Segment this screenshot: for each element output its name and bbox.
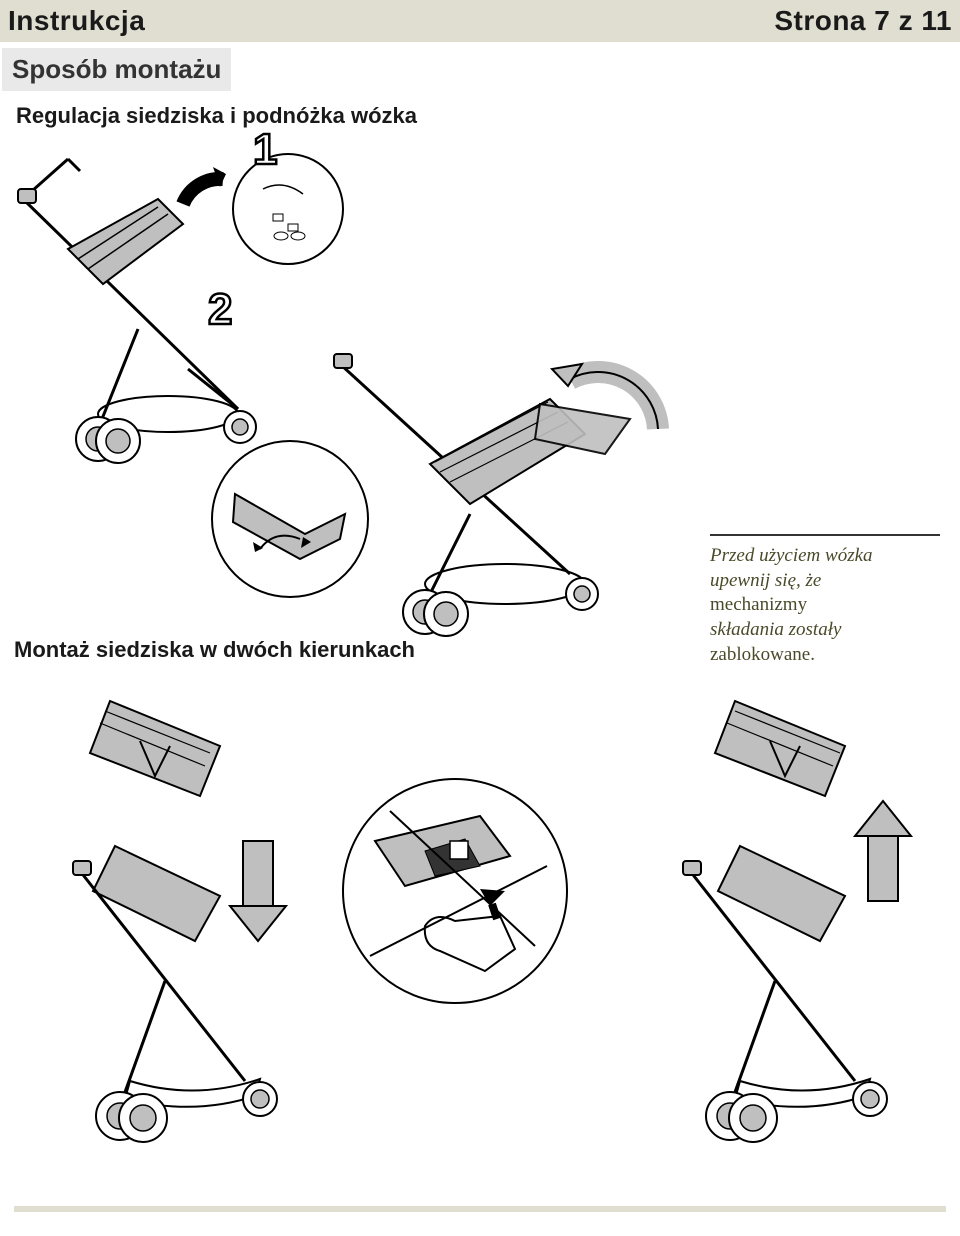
doc-title: Instrukcja xyxy=(8,5,145,37)
warning-line4: składania zostały xyxy=(710,618,940,643)
section1-heading: Regulacja siedziska i podnóżka wózka xyxy=(16,103,960,129)
warning-line2: upewnij się, że xyxy=(710,569,940,594)
header-bar: Instrukcja Strona 7 z 11 xyxy=(0,0,960,42)
stroller-diagram-1: 1 2 xyxy=(8,129,348,469)
seat-mount-left xyxy=(45,691,325,1151)
warning-line1: Przed użyciem wózka xyxy=(710,544,940,569)
svg-text:1: 1 xyxy=(253,129,277,174)
diagram-area-2 xyxy=(0,671,960,1151)
diagram-area-1: 1 2 Przed uż xyxy=(0,129,960,629)
seat-mount-zoom xyxy=(335,771,575,1011)
warning-line5: zablokowane. xyxy=(710,643,940,668)
subtitle-text: Sposób montażu xyxy=(12,54,221,84)
footer-line xyxy=(14,1206,946,1212)
stroller-diagram-2 xyxy=(320,324,690,644)
warning-box: Przed użyciem wózka upewnij się, że mech… xyxy=(710,534,940,667)
subtitle-bar: Sposób montażu xyxy=(2,48,231,91)
warning-line3: mechanizmy xyxy=(710,593,940,618)
seat-mount-right xyxy=(635,691,915,1151)
svg-text:2: 2 xyxy=(208,285,232,334)
page-indicator: Strona 7 z 11 xyxy=(774,5,952,37)
